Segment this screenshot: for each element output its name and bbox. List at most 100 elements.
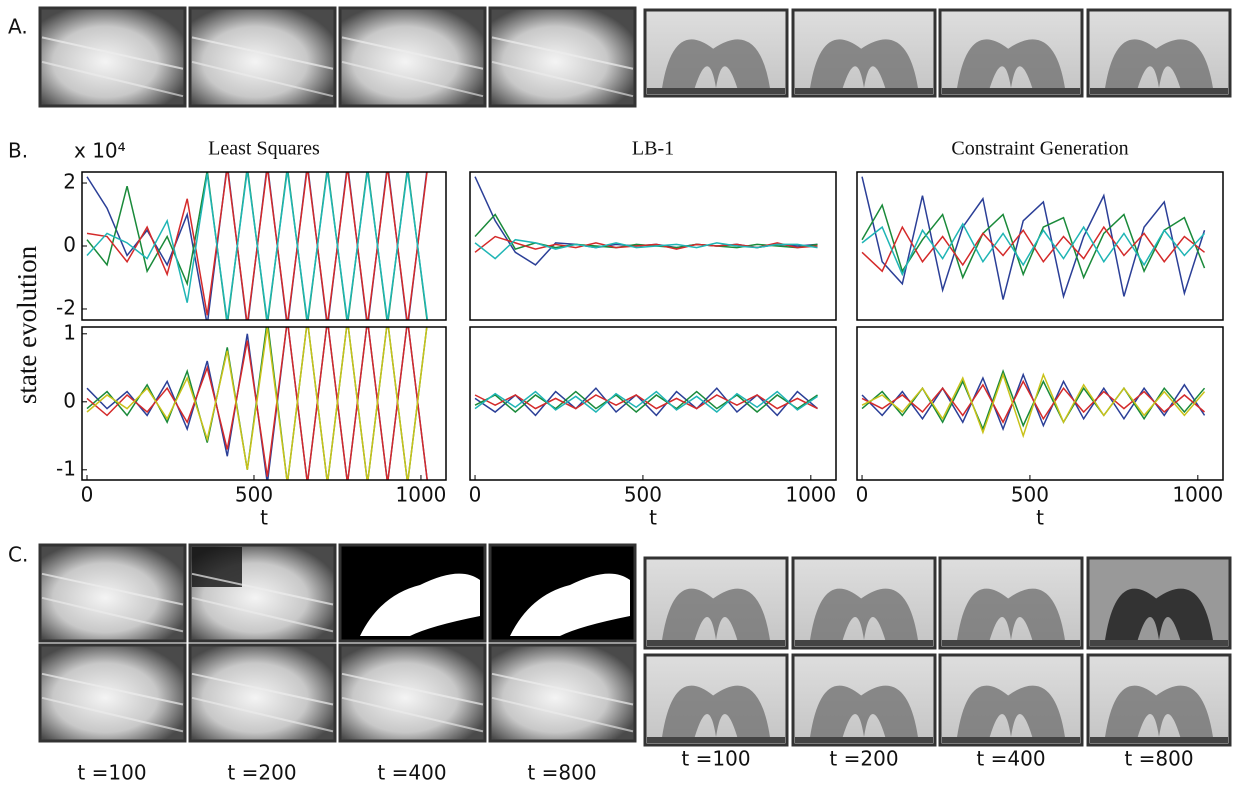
series-line [474,390,818,413]
series-line [86,327,428,480]
fountain-spray [810,588,918,640]
rail [191,572,334,606]
ground [647,640,785,646]
rail [41,696,184,733]
series-line [861,225,1205,273]
smoke-image [338,643,487,743]
chart-title: Constraint Generation [951,138,1128,160]
plot-area [857,327,1223,480]
fountain-spray [1105,685,1213,737]
smoke-blob [510,573,630,636]
fountain-spray [662,685,770,737]
ground [647,88,785,94]
series-line [474,238,818,260]
x-axis-label: t [649,506,657,530]
ground [1090,737,1228,743]
rail [341,672,484,706]
series-line [861,176,1206,300]
plot-area [470,327,836,480]
rail [41,572,184,606]
series-line [86,172,429,320]
y-tick-label: 0 [63,233,76,257]
y-tick-label: 0 [63,388,76,412]
smoke-image [488,643,637,743]
ground [942,737,1080,743]
rail [491,60,634,98]
ground [942,640,1080,646]
chart: Least Squares x 10⁴ -2 0 2 [56,138,447,321]
ground [1090,640,1228,646]
rail [491,696,634,733]
plot-frame [469,171,837,321]
plot-frame [469,326,837,481]
x-tick-label: 0 [856,483,869,507]
rail [341,696,484,733]
rail [41,60,184,98]
plot-frame [81,326,447,481]
fountain-spray [662,39,770,88]
chart-title: Least Squares [208,138,320,160]
ground [795,737,933,743]
series-line [861,379,1206,424]
plot-frame [856,171,1224,321]
series-line [474,387,819,417]
series-line [474,394,818,410]
rail [341,60,484,98]
ground [647,737,785,743]
fountain-spray [810,685,918,737]
fountain-spray [957,588,1065,640]
caption: t =400 [976,747,1045,771]
y-tick-label: 2 [63,170,76,194]
plot-area [857,172,1223,320]
caption: t =200 [829,747,898,771]
rail [191,696,334,733]
smoke-image [188,6,337,108]
panel-label: C. [8,543,28,567]
ground [942,88,1080,94]
fountain-spray [957,39,1065,88]
fountain-spray [957,685,1065,737]
y-scale-label: x 10⁴ [74,139,126,163]
chart: t 0 500 1000 [469,326,837,530]
series-line [861,372,1206,439]
rail [191,36,334,70]
y-tick-label: 1 [63,320,76,344]
rail [41,36,184,70]
rail [41,672,184,706]
images [38,6,1232,747]
smoke-blob [360,573,480,636]
y-axis-label: state evolution [12,245,42,404]
smoke-image [338,6,487,108]
rail [191,596,334,633]
ground [795,640,933,646]
rail [491,36,634,70]
x-tick-label: 1000 [396,483,447,507]
chart: LB-1 [469,138,837,321]
ground [795,88,933,94]
x-tick-label: 500 [235,483,273,507]
fountain-spray [1105,39,1213,88]
chart: t 0 500 1000 [856,326,1224,530]
series-line [474,390,818,413]
x-tick-label: 0 [81,483,94,507]
fountain-spray [1105,588,1213,640]
smoke-image [488,6,637,108]
series-line [86,327,428,480]
fountain-spray [810,39,918,88]
plot-frame [856,326,1224,481]
rail [341,36,484,70]
smoke-image [188,643,337,743]
x-tick-label: 0 [469,483,482,507]
smoke-image [38,643,187,743]
caption: t =800 [1124,747,1193,771]
rail [41,596,184,633]
fountain-spray [662,588,770,640]
smoke-image [38,543,187,643]
rail [191,60,334,98]
panel-label: A. [8,15,28,39]
x-tick-label: 500 [624,483,662,507]
caption: t =800 [527,761,596,785]
chart-title: LB-1 [632,138,674,160]
